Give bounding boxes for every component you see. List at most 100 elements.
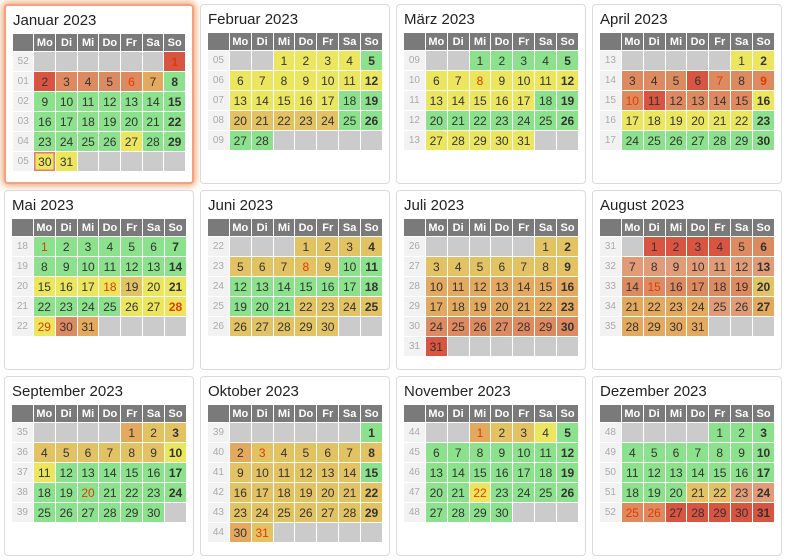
day-cell[interactable]: 7 — [513, 257, 535, 276]
day-cell[interactable]: 30 — [143, 503, 165, 522]
day-cell[interactable]: 1 — [164, 52, 185, 71]
day-cell[interactable]: 24 — [165, 483, 186, 502]
day-cell[interactable]: 2 — [55, 237, 77, 256]
day-cell[interactable]: 5 — [469, 257, 491, 276]
day-cell[interactable]: 11 — [447, 277, 469, 296]
day-cell[interactable]: 16 — [491, 463, 513, 482]
day-cell[interactable]: 27 — [77, 503, 99, 522]
day-cell[interactable]: 9 — [34, 92, 56, 111]
day-cell[interactable]: 19 — [361, 91, 382, 110]
day-cell[interactable]: 15 — [643, 277, 665, 296]
day-cell[interactable]: 24 — [251, 503, 273, 522]
day-cell[interactable]: 8 — [295, 257, 317, 276]
day-cell[interactable]: 10 — [56, 92, 77, 111]
day-cell[interactable]: 23 — [55, 297, 77, 316]
day-cell[interactable]: 1 — [273, 51, 295, 70]
day-cell[interactable]: 1 — [121, 423, 143, 442]
day-cell[interactable]: 4 — [535, 51, 557, 70]
day-cell[interactable]: 23 — [229, 503, 251, 522]
day-cell[interactable]: 31 — [687, 317, 709, 336]
day-cell[interactable]: 21 — [99, 483, 121, 502]
day-cell[interactable]: 14 — [447, 91, 469, 110]
day-cell[interactable]: 16 — [753, 91, 774, 110]
day-cell[interactable]: 22 — [535, 297, 557, 316]
day-cell[interactable]: 14 — [273, 277, 295, 296]
day-cell[interactable]: 13 — [143, 257, 165, 276]
day-cell[interactable]: 26 — [121, 297, 143, 316]
day-cell[interactable]: 26 — [731, 297, 753, 316]
day-cell[interactable]: 23 — [557, 297, 578, 316]
day-cell[interactable]: 15 — [361, 463, 382, 482]
day-cell[interactable]: 7 — [339, 443, 361, 462]
day-cell[interactable]: 14 — [513, 277, 535, 296]
day-cell[interactable]: 12 — [557, 71, 578, 90]
day-cell[interactable]: 6 — [425, 443, 447, 462]
day-cell[interactable]: 11 — [621, 463, 643, 482]
day-cell[interactable]: 4 — [447, 257, 469, 276]
day-cell[interactable]: 31 — [77, 317, 99, 336]
day-cell[interactable]: 3 — [687, 237, 709, 256]
day-cell[interactable]: 26 — [665, 131, 687, 150]
day-cell[interactable]: 20 — [687, 111, 709, 130]
day-cell[interactable]: 9 — [295, 71, 317, 90]
day-cell[interactable]: 21 — [273, 297, 295, 316]
day-cell[interactable]: 15 — [273, 91, 295, 110]
day-cell[interactable]: 2 — [731, 423, 753, 442]
day-cell[interactable]: 21 — [513, 297, 535, 316]
day-cell[interactable]: 18 — [99, 277, 121, 296]
day-cell[interactable]: 13 — [665, 463, 687, 482]
day-cell[interactable]: 13 — [251, 277, 273, 296]
day-cell[interactable]: 3 — [513, 51, 535, 70]
day-cell[interactable]: 26 — [643, 503, 665, 522]
day-cell[interactable]: 9 — [491, 443, 513, 462]
day-cell[interactable]: 11 — [643, 91, 665, 110]
day-cell[interactable]: 24 — [339, 297, 361, 316]
day-cell[interactable]: 29 — [121, 503, 143, 522]
day-cell[interactable]: 18 — [361, 277, 382, 296]
day-cell[interactable]: 9 — [557, 257, 578, 276]
day-cell[interactable]: 1 — [469, 51, 491, 70]
day-cell[interactable]: 14 — [165, 257, 186, 276]
day-cell[interactable]: 15 — [469, 91, 491, 110]
day-cell[interactable]: 28 — [709, 131, 731, 150]
day-cell[interactable]: 24 — [56, 132, 77, 151]
day-cell[interactable]: 22 — [709, 483, 731, 502]
day-cell[interactable]: 30 — [55, 317, 77, 336]
day-cell[interactable]: 7 — [273, 257, 295, 276]
day-cell[interactable]: 5 — [557, 423, 578, 442]
day-cell[interactable]: 29 — [33, 317, 55, 336]
day-cell[interactable]: 1 — [643, 237, 665, 256]
day-cell[interactable]: 16 — [295, 91, 317, 110]
day-cell[interactable]: 30 — [753, 131, 774, 150]
day-cell[interactable]: 2 — [34, 72, 56, 91]
day-cell[interactable]: 25 — [447, 317, 469, 336]
day-cell[interactable]: 30 — [665, 317, 687, 336]
day-cell[interactable]: 29 — [731, 131, 753, 150]
day-cell[interactable]: 11 — [273, 463, 295, 482]
day-cell[interactable]: 20 — [229, 111, 251, 130]
day-cell[interactable]: 4 — [709, 237, 731, 256]
day-cell[interactable]: 7 — [621, 257, 643, 276]
day-cell[interactable]: 8 — [273, 71, 295, 90]
day-cell[interactable]: 19 — [55, 483, 77, 502]
day-cell[interactable]: 16 — [317, 277, 339, 296]
day-cell[interactable]: 20 — [143, 277, 165, 296]
day-cell[interactable]: 17 — [513, 91, 535, 110]
day-cell[interactable]: 5 — [99, 72, 121, 91]
day-cell[interactable]: 22 — [33, 297, 55, 316]
day-cell[interactable]: 13 — [121, 92, 142, 111]
day-cell[interactable]: 23 — [491, 111, 513, 130]
day-cell[interactable]: 15 — [164, 92, 185, 111]
day-cell[interactable]: 26 — [557, 483, 578, 502]
day-cell[interactable]: 17 — [251, 483, 273, 502]
day-cell[interactable]: 15 — [709, 463, 731, 482]
day-cell[interactable]: 2 — [295, 51, 317, 70]
day-cell[interactable]: 1 — [709, 423, 731, 442]
day-cell[interactable]: 5 — [557, 51, 578, 70]
day-cell[interactable]: 26 — [295, 503, 317, 522]
day-cell[interactable]: 3 — [425, 257, 447, 276]
day-cell[interactable]: 18 — [535, 91, 557, 110]
day-cell[interactable]: 23 — [753, 111, 774, 130]
day-cell[interactable]: 8 — [121, 443, 143, 462]
day-cell[interactable]: 14 — [709, 91, 731, 110]
